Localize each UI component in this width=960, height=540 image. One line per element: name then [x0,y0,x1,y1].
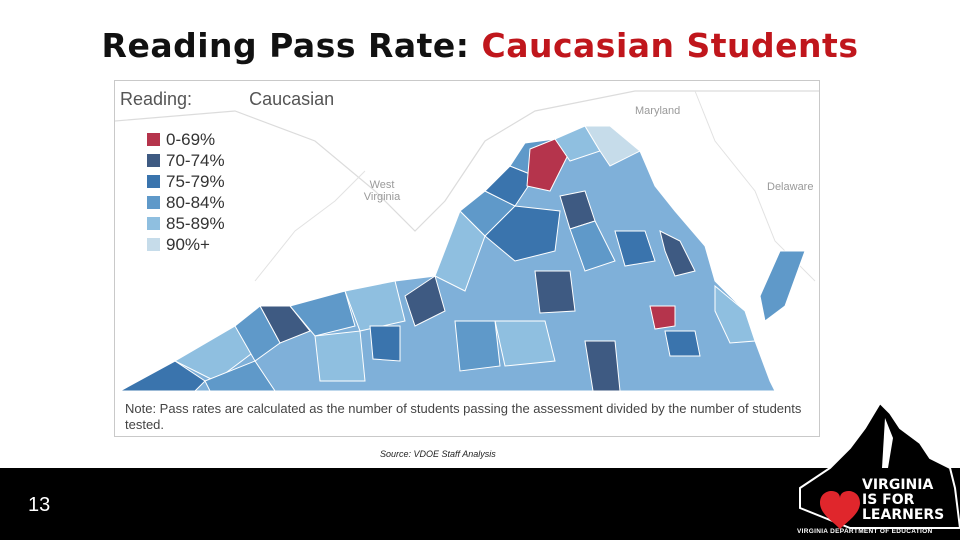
label-west-virginia: West Virginia [363,179,401,203]
legend-item: 75-79% [147,171,225,192]
eastern-shore [759,250,806,322]
legend-swatch [147,133,160,146]
logo-line: LEARNERS [862,507,945,523]
slide-title: Reading Pass Rate: Caucasian Students [0,26,960,65]
logo-subline: VIRGINIA DEPARTMENT OF EDUCATION [797,528,933,535]
legend-item: 0-69% [147,129,225,150]
map-header: Reading: Caucasian [120,89,334,110]
legend-label: 75-79% [166,171,225,191]
neighbor-border [115,90,819,232]
legend-label: 85-89% [166,213,225,233]
logo-line: IS FOR [862,492,915,508]
choropleth-map: Reading: Caucasian Maryland West Virgini… [114,80,820,437]
legend-item: 70-74% [147,150,225,171]
map-header-label: Reading: [120,89,193,109]
source-citation: Source: VDOE Staff Analysis [380,449,496,459]
heart-icon [820,491,860,530]
legend-item: 80-84% [147,192,225,213]
label-delaware: Delaware [767,181,814,193]
legend-item: 85-89% [147,213,225,234]
legend-label: 90%+ [166,234,210,254]
page-number: 13 [28,494,51,516]
label-maryland: Maryland [635,105,681,117]
map-header-value: Caucasian [249,89,335,109]
legend-label: 80-84% [166,192,225,212]
map-canvas [115,90,819,392]
legend-swatch [147,196,160,209]
map-note: Note: Pass rates are calculated as the n… [125,401,802,432]
logo-line: VIRGINIA [862,477,934,493]
title-accent: Caucasian Students [481,26,859,65]
legend-swatch [147,154,160,167]
logo-wordmark: VIRGINIA IS FOR LEARNERS [862,478,944,523]
vdoe-logo-graphic [799,401,960,530]
title-main: Reading Pass Rate: [101,26,482,65]
legend-item: 90%+ [147,234,225,255]
map-legend: 0-69% 70-74% 75-79% 80-84% 85-89% 90%+ [147,129,225,255]
legend-swatch [147,175,160,188]
county-patches [119,125,756,392]
legend-label: 70-74% [166,150,225,170]
legend-swatch [147,238,160,251]
legend-label: 0-69% [166,129,216,149]
neighbor-border [254,170,366,282]
legend-swatch [147,217,160,230]
